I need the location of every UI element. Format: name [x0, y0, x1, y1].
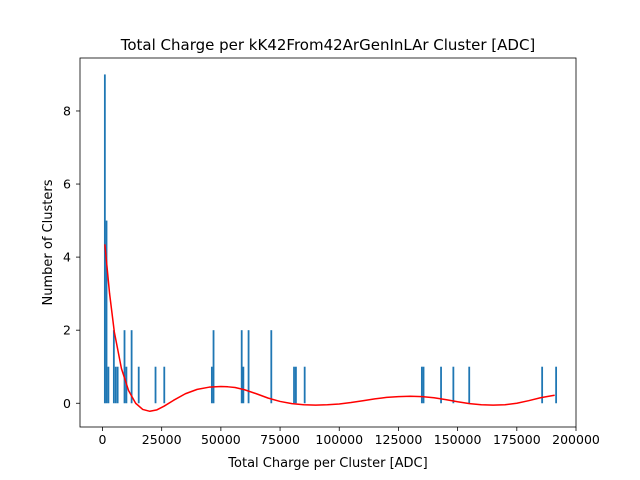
histogram-bar [116, 366, 119, 404]
histogram-bar [154, 366, 157, 404]
fit-curve-line [104, 244, 555, 413]
x-tick-label: 125000 [375, 432, 423, 447]
x-tick-label: 100000 [315, 432, 363, 447]
histogram-bar [468, 366, 471, 404]
x-tick-label: 175000 [493, 432, 541, 447]
x-tick-label: 25000 [142, 432, 182, 447]
x-tick-label: 50000 [201, 432, 241, 447]
histogram-bar [452, 366, 455, 404]
histogram-bar [130, 330, 133, 404]
histogram-bar [240, 330, 243, 404]
x-tick-label: 200000 [552, 432, 600, 447]
histogram-bar [270, 330, 273, 404]
y-tick-label: 4 [63, 250, 71, 265]
y-tick-label: 8 [63, 103, 71, 118]
y-tick-label: 2 [63, 323, 71, 338]
histogram-bar [242, 366, 245, 404]
x-axis-label: Total Charge per Cluster [ADC] [227, 456, 427, 471]
histogram-bar [293, 366, 295, 404]
histogram-bar [212, 330, 215, 404]
histogram-bar [210, 366, 213, 404]
histogram-bar [247, 330, 250, 404]
plot-frame [79, 57, 577, 428]
histogram-bar [440, 366, 442, 404]
histogram-bar [103, 74, 106, 404]
x-tick-label: 150000 [434, 432, 482, 447]
fit-curve-layer [104, 244, 555, 413]
histogram-bar [163, 366, 166, 404]
x-axis-ticks: 0 25000 50000 75000 100000 125000 150000 175000… [99, 427, 600, 447]
histogram-bar [303, 366, 306, 404]
y-axis-ticks: 0 2 4 6 8 [63, 103, 80, 411]
histogram-bar [555, 366, 558, 404]
histogram-bar [541, 366, 544, 404]
x-tick-label: 0 [99, 432, 107, 447]
histogram-bar [114, 366, 117, 404]
histogram-bar [105, 220, 108, 404]
histogram-bar [422, 366, 425, 404]
plot-area [80, 58, 576, 427]
y-axis-label: Number of Clusters [41, 179, 56, 305]
y-tick-label: 0 [63, 396, 71, 411]
chart-title: Total Charge per kK42From42ArGenInLAr Cl… [120, 36, 536, 54]
x-tick-label: 75000 [260, 432, 300, 447]
histogram-bar [295, 366, 297, 404]
y-tick-label: 6 [63, 177, 71, 192]
histogram-bar [420, 366, 423, 404]
histogram-bar [107, 366, 110, 404]
histogram-bar [123, 330, 126, 404]
histogram-bar [112, 330, 115, 404]
histogram-bar [137, 366, 140, 404]
